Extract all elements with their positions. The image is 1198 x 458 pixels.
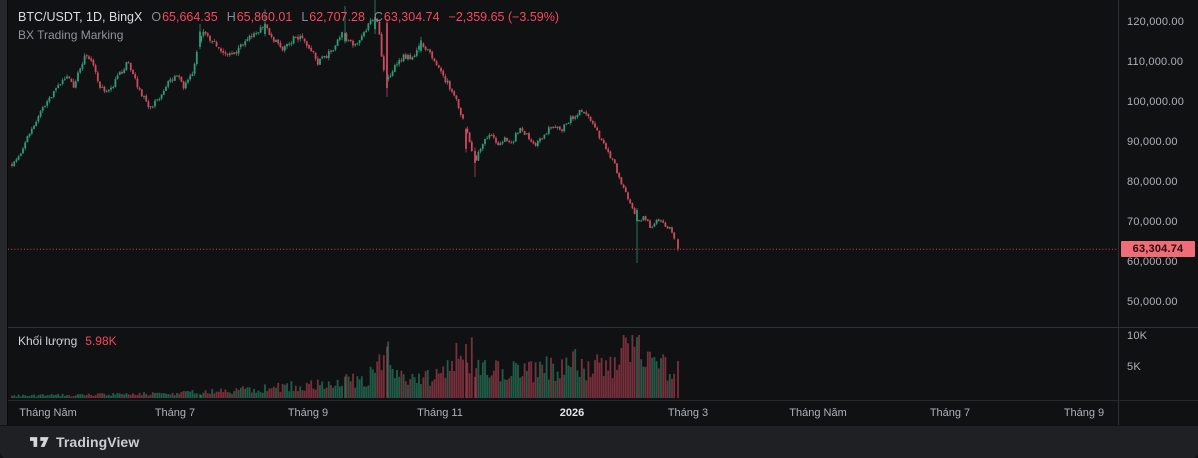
price-axis-tick: 120,000.00 <box>1127 16 1185 28</box>
time-axis-year-tick: 2026 <box>559 407 585 419</box>
left-toolbar-strip <box>0 0 8 425</box>
close-value: 63,304.74 <box>383 10 440 24</box>
price-axis-tick: 10K <box>1127 330 1148 342</box>
low-label: L <box>301 10 309 24</box>
price-axis-tick: 100,000.00 <box>1127 96 1185 108</box>
price-axis-tick: 110,000.00 <box>1127 56 1184 68</box>
open-value: 65,664.35 <box>162 10 218 24</box>
price-axis-tick: 5K <box>1127 361 1141 373</box>
high-label: H <box>226 10 236 24</box>
price-axis-tick: 60,000.00 <box>1127 256 1178 268</box>
high-value: 65,860.01 <box>236 10 293 24</box>
tradingview-wordmark[interactable]: TradingView <box>56 434 140 450</box>
volume-legend: Khối lượng 5.98K <box>18 334 117 348</box>
indicator-legend-item[interactable]: BX Trading Marking <box>18 28 124 42</box>
price-axis-tick: 90,000.00 <box>1127 136 1178 148</box>
low-value: 62,707.28 <box>309 10 365 24</box>
ohlc-high: H 65,860.01 <box>227 10 293 24</box>
last-price-badge: 63,304.74 <box>1121 241 1195 257</box>
time-axis-tick: Tháng 9 <box>287 407 329 419</box>
ohlc-close: C 63,304.74 <box>374 10 440 24</box>
price-change: −2,359.65 (−3.59%) <box>448 10 560 24</box>
tradingview-logo-icon[interactable] <box>30 435 49 449</box>
price-axis[interactable]: 63,304.74 120,000.00 110,000.00 100,000.00… <box>1119 0 1198 400</box>
open-label: O <box>151 10 162 24</box>
time-axis-tick: Tháng Năm <box>19 407 77 419</box>
ohlc-open: O 65,664.35 <box>151 10 217 24</box>
attribution-bar: TradingView <box>0 425 1198 458</box>
pane-separator[interactable] <box>8 327 1198 328</box>
symbol-title[interactable]: BTC/USDT, 1D, BingX <box>18 10 143 24</box>
time-axis-tick: Tháng 7 <box>154 407 196 419</box>
price-axis-tick: 80,000.00 <box>1127 176 1178 188</box>
price-axis-border <box>1118 0 1119 425</box>
chart-legend: BTC/USDT, 1D, BingX O 65,664.35 H 65,860… <box>18 10 559 24</box>
time-axis[interactable]: Tháng Năm Tháng 7 Tháng 9 Tháng 11 2026 Tháng… <box>8 400 1198 425</box>
close-label: C <box>373 10 383 24</box>
time-axis-tick: Tháng Năm <box>789 407 847 419</box>
time-axis-tick: Tháng 3 <box>667 407 709 419</box>
price-axis-tick: 50,000.00 <box>1127 296 1178 308</box>
volume-legend-value: 5.98K <box>85 334 117 348</box>
time-axis-tick: Tháng 9 <box>1063 407 1105 419</box>
ohlc-low: L 62,707.28 <box>301 10 365 24</box>
time-axis-tick: Tháng 11 <box>417 407 463 419</box>
volume-legend-label[interactable]: Khối lượng <box>18 334 78 348</box>
candlestick-chart-canvas[interactable] <box>8 0 1118 400</box>
price-axis-tick: 70,000.00 <box>1127 216 1178 228</box>
time-axis-tick: Tháng 7 <box>929 407 971 419</box>
